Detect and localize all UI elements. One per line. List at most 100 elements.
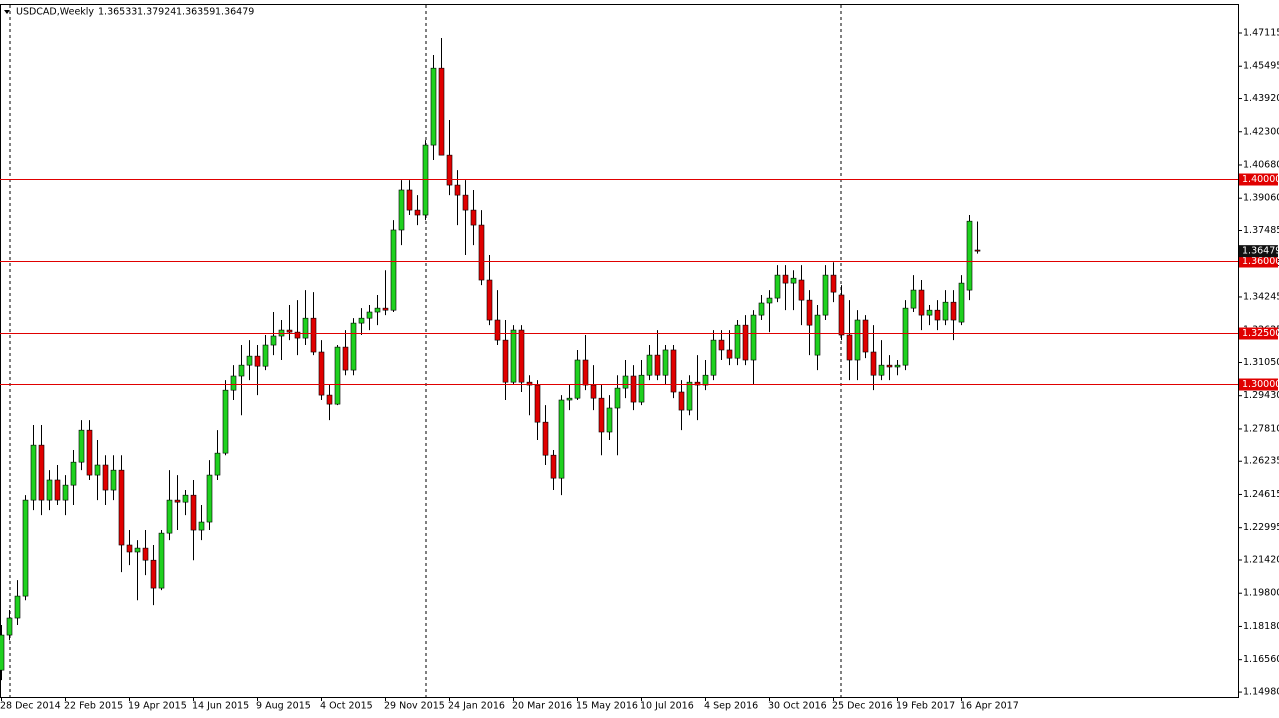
y-tick-label: 1.37485 xyxy=(1243,225,1279,236)
candle-body xyxy=(302,317,309,339)
x-tick-label: 4 Sep 2016 xyxy=(704,701,758,712)
candle-body xyxy=(438,67,445,156)
candle-body xyxy=(350,322,357,371)
y-tick-label: 1.31050 xyxy=(1243,357,1279,368)
candle-body xyxy=(430,67,437,146)
candle-body xyxy=(942,301,949,321)
candle-body xyxy=(806,299,813,326)
candle-body xyxy=(662,349,669,376)
candle-body xyxy=(270,335,277,346)
candle-body xyxy=(878,364,885,376)
candle-body xyxy=(310,317,317,353)
x-tick-label: 20 Mar 2016 xyxy=(512,701,572,712)
y-tick-label: 1.19800 xyxy=(1243,588,1279,599)
candle-body xyxy=(510,329,517,383)
candle-body xyxy=(30,444,37,501)
candle-body xyxy=(150,559,157,589)
candle-body xyxy=(550,454,557,479)
candle-body xyxy=(254,355,261,367)
candle-body xyxy=(46,479,53,501)
candle-body xyxy=(646,354,653,376)
y-tick-label: 1.24615 xyxy=(1243,489,1279,500)
candle-body xyxy=(14,595,21,619)
candle-body xyxy=(0,634,5,671)
candle-body xyxy=(574,359,581,399)
candle-body xyxy=(230,375,237,391)
candle-body xyxy=(54,479,61,501)
candle-body xyxy=(790,277,797,284)
header-high: 1.37924 xyxy=(137,7,176,18)
x-tick-label: 10 Jul 2016 xyxy=(640,701,694,712)
x-tick-label: 15 May 2016 xyxy=(576,701,638,712)
candle-body xyxy=(862,319,869,353)
candle-body xyxy=(630,375,637,403)
candle-body xyxy=(758,302,765,316)
candle-body xyxy=(294,331,301,339)
header-triangle xyxy=(4,10,10,14)
candle-body xyxy=(694,381,701,386)
y-tick-label: 1.43920 xyxy=(1243,93,1279,104)
candle-body xyxy=(686,381,693,411)
candle-body xyxy=(502,339,509,383)
candle-body xyxy=(926,309,933,316)
chart-title: USDCAD,Weekly xyxy=(16,7,94,18)
current-price-box xyxy=(1239,245,1278,258)
candle-body xyxy=(190,494,197,531)
y-tick-label: 1.22995 xyxy=(1243,522,1279,533)
candle-body xyxy=(910,289,917,309)
candle-body xyxy=(734,324,741,359)
candle-body xyxy=(894,364,901,368)
candle-body xyxy=(542,421,549,456)
candle-body xyxy=(870,351,877,376)
current-price-label: 1.36479 xyxy=(1242,246,1279,257)
candle-body xyxy=(558,399,565,479)
candle-body xyxy=(702,374,709,386)
y-tick-label: 1.18180 xyxy=(1243,621,1279,632)
y-tick-label: 1.40680 xyxy=(1243,159,1279,170)
header-close: 1.36479 xyxy=(215,7,254,18)
candle-body xyxy=(742,324,749,361)
y-tick-label: 1.29430 xyxy=(1243,390,1279,401)
level-label: 1.30000 xyxy=(1242,379,1279,390)
x-tick-label: 30 Oct 2016 xyxy=(768,701,827,712)
candle-body xyxy=(102,464,109,491)
candle-body xyxy=(62,484,69,501)
candle-body xyxy=(606,407,613,433)
candle-body xyxy=(638,374,645,403)
x-tick-label: 24 Jan 2016 xyxy=(448,701,505,712)
candle-body xyxy=(374,307,381,313)
candle-body xyxy=(598,397,605,433)
candle-body xyxy=(534,384,541,423)
level-label: 1.40000 xyxy=(1242,174,1279,185)
candle-body xyxy=(94,464,101,476)
candle-body xyxy=(166,499,173,534)
candle-body xyxy=(382,307,389,311)
x-tick-label: 4 Oct 2015 xyxy=(320,701,373,712)
candle-body xyxy=(366,311,373,319)
candle-body xyxy=(262,344,269,367)
candle-body xyxy=(398,189,405,231)
candle-body xyxy=(246,355,253,366)
x-tick-label: 25 Dec 2016 xyxy=(832,701,893,712)
candle-body xyxy=(158,532,165,589)
candle-body xyxy=(118,469,125,546)
candle-body xyxy=(214,452,221,476)
candle-body xyxy=(782,274,789,284)
candle-body xyxy=(38,444,45,501)
x-tick-label: 9 Aug 2015 xyxy=(256,701,311,712)
candle-body xyxy=(918,289,925,316)
candle-body xyxy=(22,499,29,597)
candle-body xyxy=(446,154,453,186)
candle-body xyxy=(774,274,781,299)
candle-body xyxy=(614,387,621,409)
level-label-box xyxy=(1239,327,1278,340)
x-tick-label: 16 Apr 2017 xyxy=(960,701,1019,712)
candle-body xyxy=(174,499,181,503)
candle-body xyxy=(854,319,861,361)
candle-body xyxy=(958,282,965,323)
y-tick-label: 1.21420 xyxy=(1243,554,1279,565)
candle-body xyxy=(318,351,325,396)
y-tick-label: 1.14980 xyxy=(1243,687,1279,698)
header-low: 1.36359 xyxy=(176,7,215,18)
candle-body xyxy=(950,301,957,321)
